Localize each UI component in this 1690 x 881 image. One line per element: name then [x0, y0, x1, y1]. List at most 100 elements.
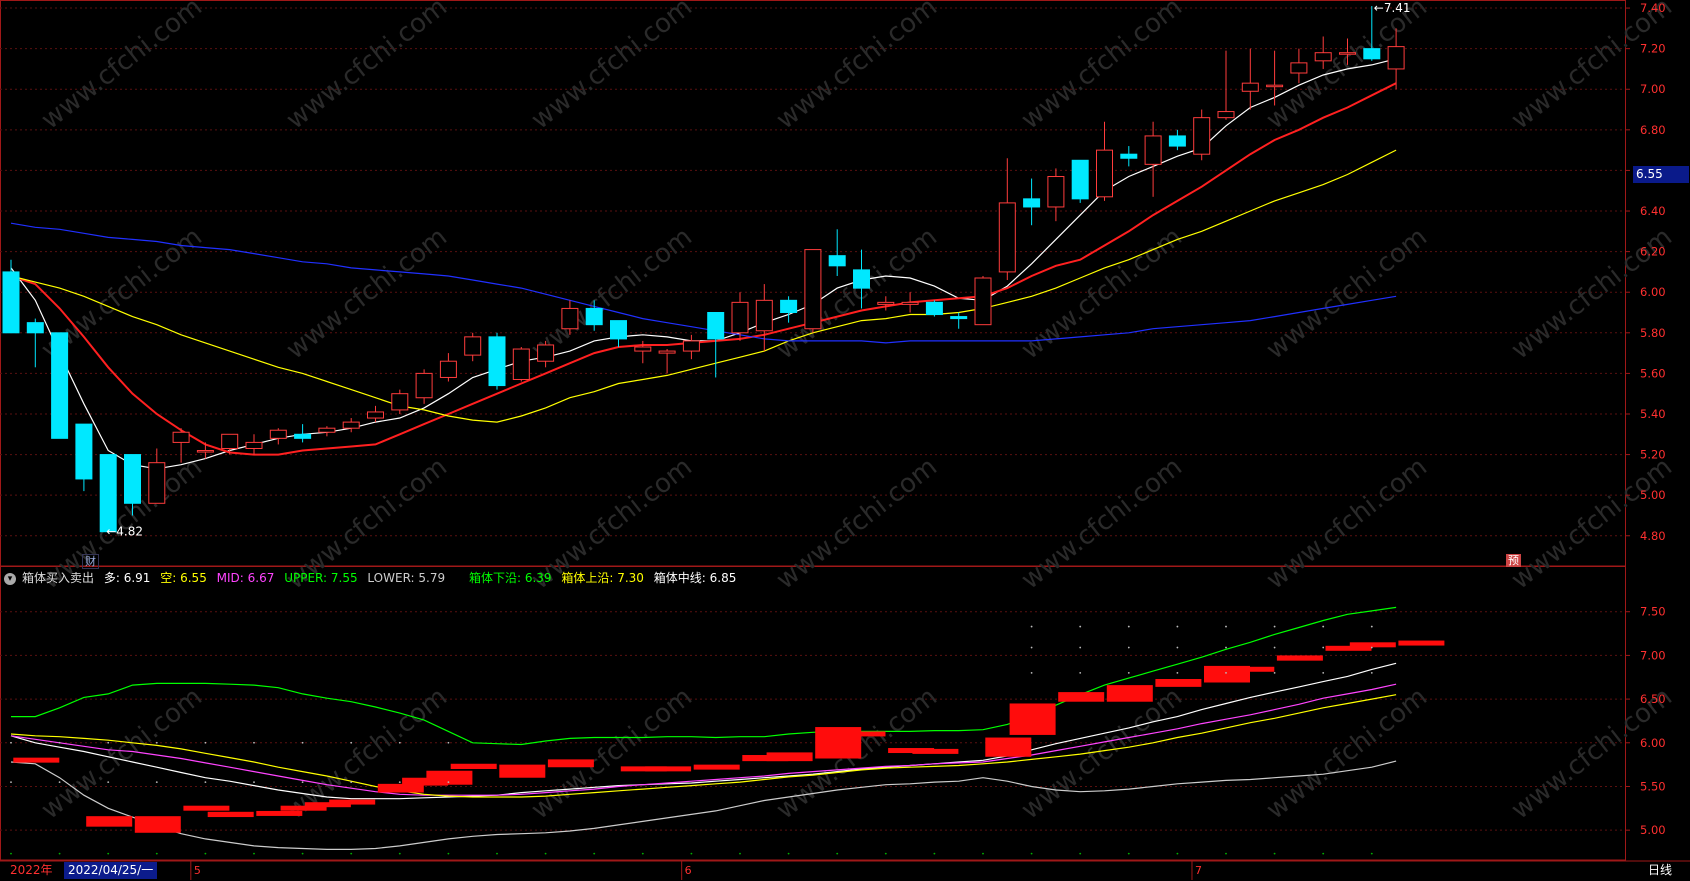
candle[interactable] [974, 275, 992, 326]
indicator-box-bar [426, 770, 473, 785]
candle[interactable] [464, 332, 482, 362]
finance-marker[interactable]: 财 [82, 554, 99, 569]
candle-body [269, 429, 287, 439]
candle[interactable] [269, 428, 287, 445]
signal-dot [58, 741, 61, 744]
signal-dot [253, 741, 255, 744]
candle[interactable] [610, 320, 627, 348]
indicator-upper: UPPER: 7.55 [284, 571, 358, 585]
indicator-tick-label: 7.50 [1640, 605, 1666, 619]
candle[interactable] [1168, 129, 1186, 151]
candle-body [1096, 149, 1113, 198]
signal-dot [253, 781, 255, 784]
price-tick-label: 5.00 [1640, 488, 1666, 502]
candle[interactable] [537, 340, 555, 368]
candle[interactable] [658, 349, 676, 374]
candle[interactable] [877, 296, 895, 311]
candle[interactable] [26, 318, 44, 368]
candle[interactable] [682, 334, 700, 360]
candle[interactable] [585, 300, 603, 331]
candle[interactable] [731, 292, 749, 341]
candle[interactable] [1144, 121, 1162, 197]
candle[interactable] [367, 405, 384, 423]
indicator-box-bar [183, 805, 230, 811]
candle[interactable] [1314, 36, 1332, 69]
candle[interactable] [172, 428, 190, 463]
candle[interactable] [950, 312, 968, 329]
candle[interactable] [1266, 50, 1284, 106]
candlesticks[interactable] [2, 6, 1405, 533]
candle[interactable] [1096, 121, 1113, 201]
candle-body [828, 255, 846, 267]
candle[interactable] [1193, 109, 1211, 161]
candle[interactable] [512, 347, 530, 382]
candle[interactable] [828, 229, 846, 276]
candle[interactable] [998, 158, 1016, 281]
candle-body [682, 340, 700, 352]
candle[interactable] [196, 442, 214, 459]
signal-dot [350, 852, 353, 855]
cursor-date: 2022/04/25/一 [64, 862, 158, 879]
candle-body [1290, 62, 1308, 74]
indicator-box-bar [304, 802, 351, 808]
chevron-down-icon[interactable]: ▾ [4, 572, 16, 585]
candle[interactable] [1363, 6, 1381, 61]
candle[interactable] [901, 292, 919, 313]
candle[interactable] [294, 424, 312, 443]
candle-body [488, 336, 506, 387]
candle-body [294, 433, 312, 439]
candle[interactable] [415, 369, 433, 404]
candle[interactable] [755, 284, 773, 352]
candle[interactable] [1071, 159, 1089, 203]
candle-body [998, 202, 1016, 273]
candle[interactable] [439, 353, 457, 382]
signal-dot [58, 852, 61, 855]
candle[interactable] [488, 332, 506, 390]
candle[interactable] [391, 389, 409, 414]
candle[interactable] [1387, 28, 1405, 90]
candle[interactable] [1290, 48, 1308, 84]
watermark-text: www.cfchi.com [1016, 222, 1188, 366]
candle[interactable] [51, 332, 69, 439]
candle[interactable] [99, 454, 117, 533]
candle[interactable] [1217, 50, 1235, 120]
candle-body [901, 301, 919, 305]
month-label: 5 [194, 864, 201, 877]
candle[interactable] [804, 249, 822, 333]
signal-dot [155, 781, 158, 784]
candle[interactable] [561, 300, 579, 335]
indicator-box-bar [766, 752, 813, 762]
candle[interactable] [148, 448, 166, 504]
candle-body [99, 454, 117, 533]
candle[interactable] [75, 423, 93, 492]
candle[interactable] [318, 426, 336, 437]
candle[interactable] [780, 296, 798, 323]
candle-body [1241, 82, 1259, 92]
candle[interactable] [1023, 178, 1041, 226]
candle[interactable] [245, 434, 263, 455]
candle[interactable] [1047, 168, 1065, 222]
period-label[interactable]: 日线 [1648, 863, 1673, 877]
candle[interactable] [1120, 146, 1138, 167]
signal-dot [107, 781, 110, 784]
price-tick-label: 6.00 [1640, 285, 1666, 299]
signal-dot [1322, 852, 1325, 855]
candle[interactable] [124, 454, 141, 516]
watermark-text: www.cfchi.com [1261, 0, 1433, 136]
indicator-name[interactable]: 箱体买入卖出 [22, 571, 95, 585]
candle[interactable] [2, 259, 20, 334]
candle[interactable] [707, 312, 725, 378]
candle[interactable] [1241, 48, 1259, 110]
candle[interactable] [634, 340, 652, 364]
candle-body [51, 332, 69, 439]
candle[interactable] [853, 249, 870, 309]
candle[interactable] [342, 418, 360, 433]
candle[interactable] [221, 433, 239, 455]
candle[interactable] [1339, 38, 1356, 65]
candle[interactable] [925, 300, 943, 317]
candle-body [658, 350, 676, 354]
indicator-tick-label: 5.00 [1640, 823, 1666, 837]
price-tick-label: 5.40 [1640, 407, 1666, 421]
forecast-marker[interactable]: 预 [1506, 554, 1521, 567]
